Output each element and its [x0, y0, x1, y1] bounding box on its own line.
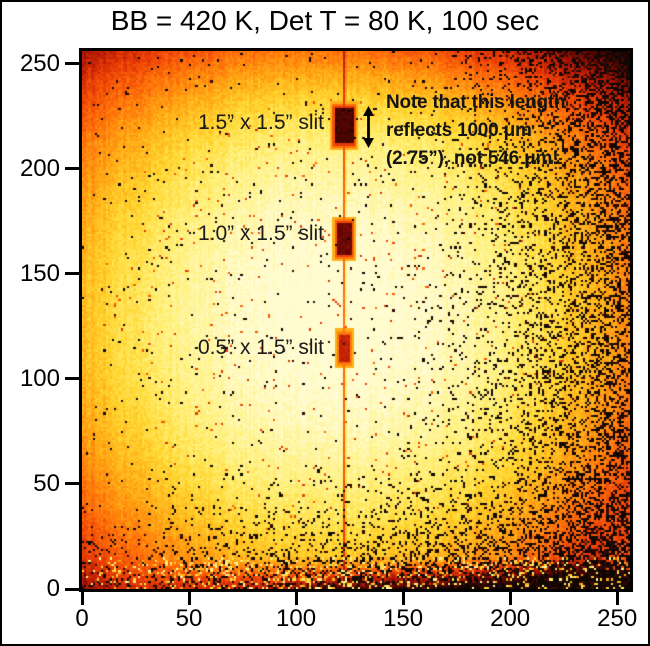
plot-frame	[79, 48, 633, 592]
y-axis-tick	[65, 62, 79, 66]
x-axis-tick	[508, 592, 512, 605]
note-line-1: Note that this length	[386, 92, 566, 113]
x-axis-tick	[80, 592, 84, 605]
y-axis-tick	[65, 482, 79, 486]
x-axis-tick-label: 50	[175, 605, 203, 632]
figure-title: BB = 420 K, Det T = 80 K, 100 sec	[110, 5, 540, 36]
slit-label-10x15: 1.0” x 1.5” slit	[197, 222, 324, 245]
slit-label-05x15: 0.5” x 1.5” slit	[197, 336, 324, 359]
double-arrow-vertical-icon	[363, 106, 374, 148]
x-axis-tick-label: 100	[276, 605, 317, 632]
note-line-3: (2.75”), not 546 μm!	[386, 148, 559, 169]
x-axis-tick-label: 150	[383, 605, 424, 632]
x-axis-tick	[187, 592, 191, 605]
y-axis-tick	[65, 167, 79, 171]
y-axis-tick	[65, 587, 79, 591]
x-axis-tick-label: 200	[490, 605, 531, 632]
x-axis-tick	[401, 592, 405, 605]
note-line-2: reflects 1000 μm	[386, 120, 532, 141]
x-axis-tick	[615, 592, 619, 605]
y-axis-tick-label: 0	[46, 575, 60, 602]
x-axis-tick-label: 0	[75, 605, 89, 632]
y-axis-tick-label: 50	[33, 469, 60, 497]
y-axis-tick-label: 250	[19, 49, 60, 77]
y-axis-tick-label: 150	[19, 259, 60, 287]
detector-heatmap	[82, 51, 630, 589]
y-axis-tick-label: 200	[19, 154, 60, 182]
y-axis-tick	[65, 377, 79, 381]
annotation-note: Note that this length reflects 1000 μm (…	[386, 89, 606, 173]
y-axis-tick-label: 100	[19, 364, 60, 392]
x-axis-tick	[294, 592, 298, 605]
slit-label-15x15: 1.5” x 1.5” slit	[197, 111, 324, 134]
x-axis-tick-label: 250	[597, 605, 638, 632]
y-axis-tick	[65, 272, 79, 276]
